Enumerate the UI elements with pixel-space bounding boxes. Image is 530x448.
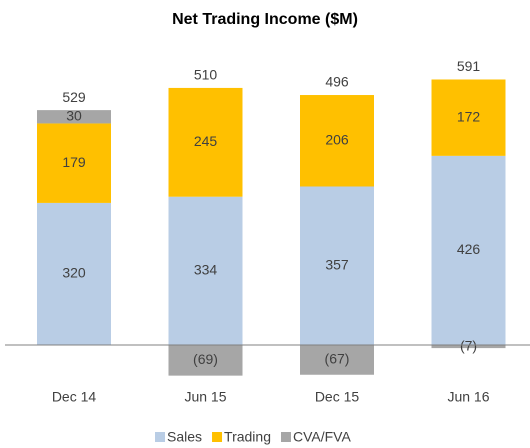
data-label: 357 <box>325 256 349 272</box>
bar-segment <box>37 123 111 203</box>
bar-segment <box>168 87 243 197</box>
legend-swatch <box>212 432 223 442</box>
x-tick-label: Jun 15 <box>184 389 226 405</box>
data-label: 320 <box>62 265 86 281</box>
chart-title: Net Trading Income ($M) <box>172 11 358 28</box>
total-label: 510 <box>194 67 218 83</box>
legend-label: Trading <box>224 429 271 445</box>
x-tick-label: Dec 15 <box>315 389 360 405</box>
legend-swatch <box>280 432 291 442</box>
bar-segment <box>168 196 243 345</box>
data-label: 206 <box>325 131 349 147</box>
bar-segment <box>37 202 111 345</box>
x-tick-label: Jun 16 <box>447 389 489 405</box>
legend-label: Sales <box>167 429 202 445</box>
data-label: 30 <box>66 107 82 123</box>
total-label: 529 <box>62 89 86 105</box>
bar-segment <box>431 155 506 345</box>
bar-segment <box>300 345 374 375</box>
total-label: 591 <box>457 58 481 74</box>
data-label: (67) <box>325 351 350 367</box>
data-label: 245 <box>194 133 218 149</box>
legend-swatch <box>155 432 165 442</box>
data-label: (69) <box>193 351 218 367</box>
legend-label: CVA/FVA <box>293 429 351 445</box>
total-label: 496 <box>325 74 349 90</box>
bar-segment <box>37 110 111 124</box>
data-label: 426 <box>457 241 481 257</box>
bar-segment <box>168 345 243 376</box>
bar-segment <box>431 345 506 349</box>
bar-segment <box>431 79 506 156</box>
x-tick-label: Dec 14 <box>52 389 97 405</box>
data-label: 172 <box>457 108 481 124</box>
data-label: 179 <box>62 154 86 170</box>
bar-segment <box>300 186 374 345</box>
bar-segment <box>300 95 374 187</box>
data-label: 334 <box>194 262 218 278</box>
